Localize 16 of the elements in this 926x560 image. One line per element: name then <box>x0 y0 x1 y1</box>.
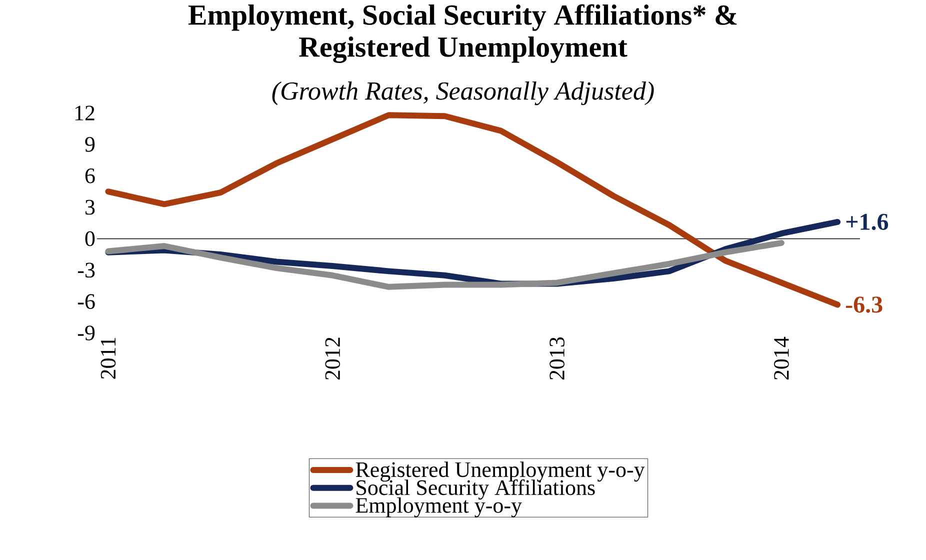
annotation: -6.3 <box>846 296 882 313</box>
annotation: +1.6 <box>846 214 888 230</box>
y-tick-label: -9 <box>78 326 95 340</box>
y-tick-label: -6 <box>78 294 95 309</box>
chart-subtitle: (Growth Rates, Seasonally Adjusted) <box>272 82 654 106</box>
y-tick-label: 3 <box>86 200 95 215</box>
x-tick-label: 2011 <box>100 338 116 379</box>
y-tick-label: 9 <box>85 137 95 152</box>
x-tick-label: 2012 <box>325 338 340 380</box>
y-tick-label: 12 <box>75 106 94 120</box>
chart-title: Employment, Social Security Affiliations* & Registered Unemployment <box>188 4 737 64</box>
y-tick-label: 0 <box>85 231 95 246</box>
y-tick-label: -3 <box>78 262 95 278</box>
x-tick-label: 2013 <box>550 337 564 380</box>
x-tick-label: 2014 <box>774 336 789 380</box>
y-tick-label: 6 <box>85 168 95 184</box>
